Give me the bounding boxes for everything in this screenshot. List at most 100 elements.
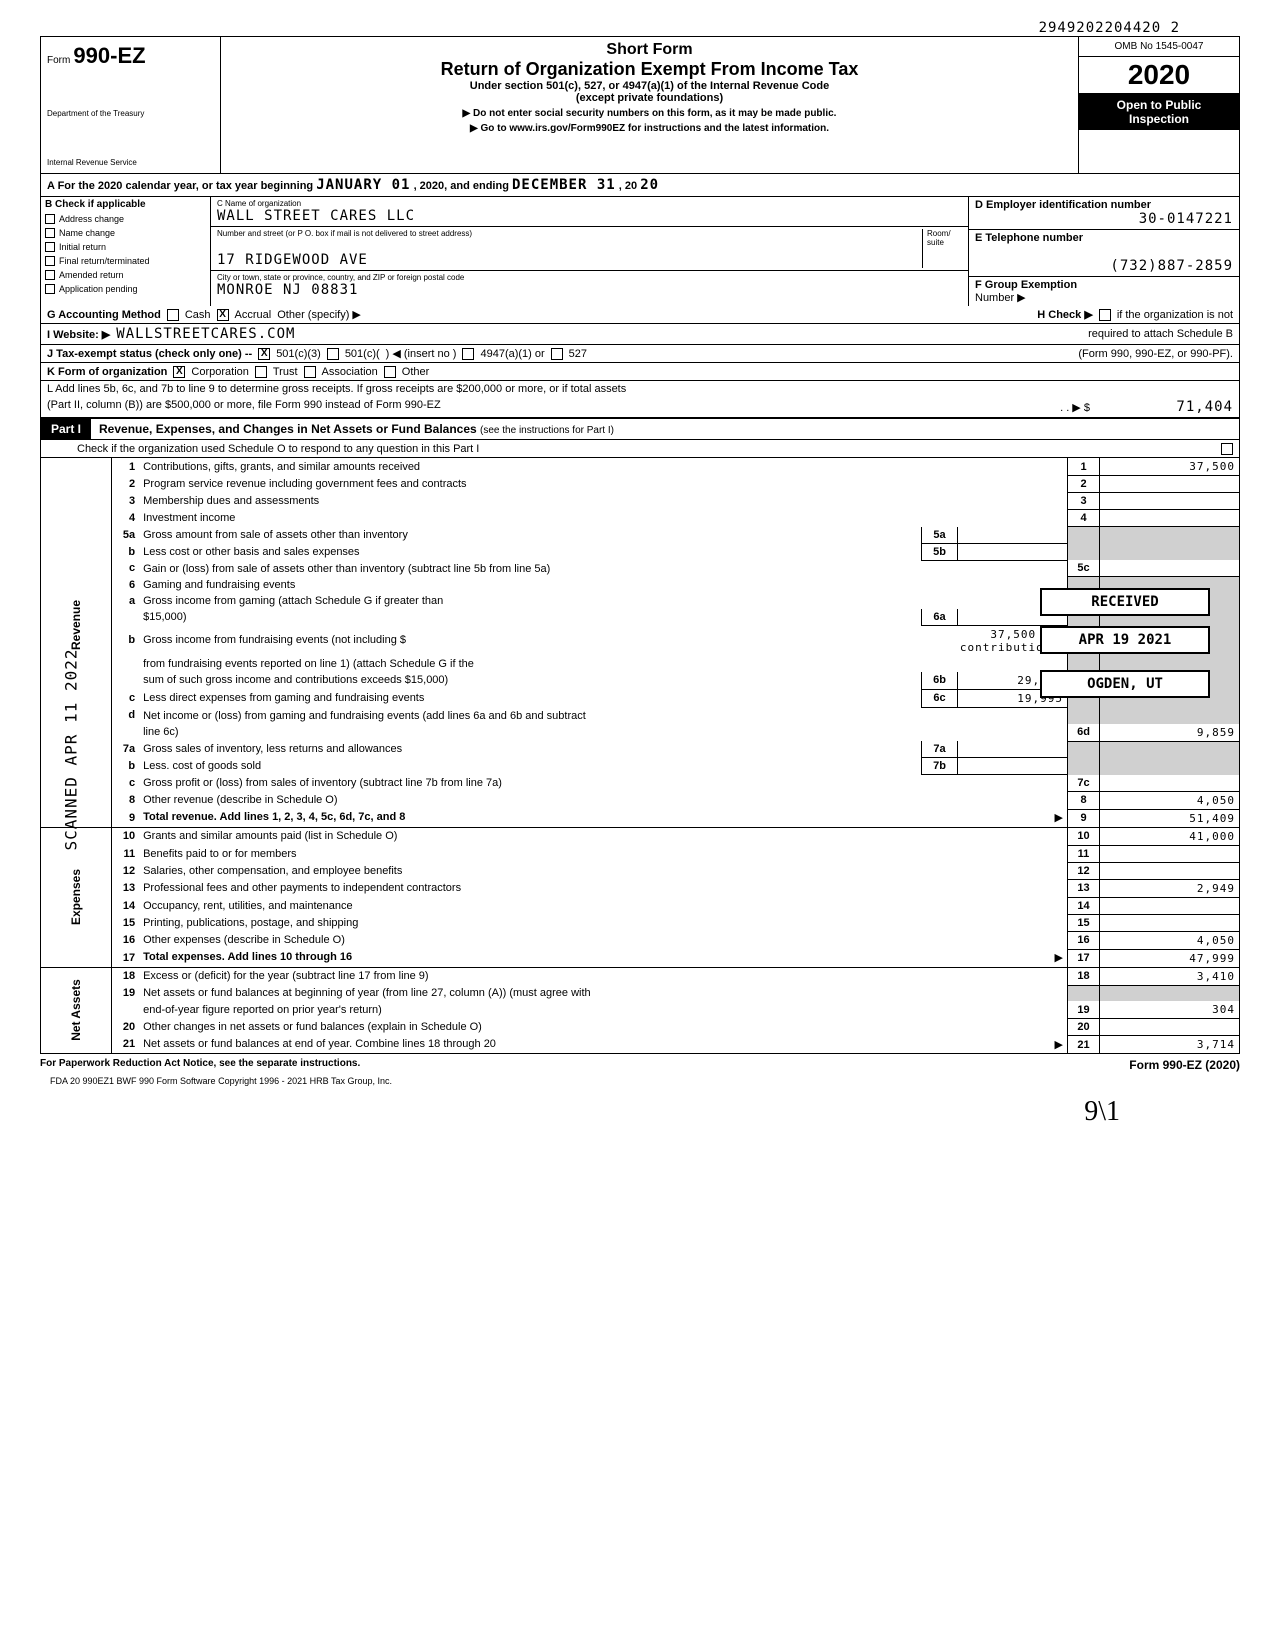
checkbox-amended[interactable] [45, 270, 55, 280]
line-desc: Other expenses (describe in Schedule O) [139, 931, 1067, 949]
checkbox-corp[interactable]: X [173, 366, 185, 378]
checkbox-h[interactable] [1099, 309, 1111, 321]
4947-label: 4947(a)(1) or [480, 348, 544, 360]
line-desc: Net income or (loss) from gaming and fun… [139, 707, 1067, 724]
cb-label: Amended return [59, 270, 124, 280]
footer-fda: FDA 20 990EZ1 BWF 990 Form Software Copy… [40, 1076, 1240, 1086]
checkbox-501c[interactable] [327, 348, 339, 360]
527-label: 527 [569, 348, 587, 360]
assoc-label: Association [322, 366, 378, 378]
line-value [1100, 560, 1240, 577]
dln: 2949202204420 2 [40, 20, 1240, 36]
tel-value: (732)887-2859 [975, 258, 1233, 274]
mid-num: 5b [922, 543, 958, 560]
subtitle: Under section 501(c), 527, or 4947(a)(1)… [229, 80, 1070, 92]
line-desc: Grants and similar amounts paid (list in… [139, 827, 1067, 845]
line-num: 19 [111, 985, 139, 1001]
line-num: 10 [111, 827, 139, 845]
line-num: b [111, 625, 139, 656]
line-desc: Professional fees and other payments to … [139, 879, 1067, 897]
line-rnum: 14 [1068, 897, 1100, 914]
mid-value [958, 758, 1068, 775]
checkbox-address[interactable] [45, 214, 55, 224]
checkbox-initial[interactable] [45, 242, 55, 252]
line-value [1100, 775, 1240, 792]
line-value [1100, 493, 1240, 510]
line-desc: $15,000) [139, 609, 921, 626]
line-num: 12 [111, 862, 139, 879]
part-1-header: Part I Revenue, Expenses, and Changes in… [40, 419, 1240, 440]
line-desc: end-of-year figure reported on prior yea… [139, 1001, 1067, 1019]
name-label: C Name of organization [217, 199, 962, 208]
line-desc: Gross sales of inventory, less returns a… [139, 741, 921, 758]
line-rnum: 16 [1068, 931, 1100, 949]
checkbox-name[interactable] [45, 228, 55, 238]
checkbox-assoc[interactable] [304, 366, 316, 378]
stamp-date: APR 19 2021 [1054, 632, 1196, 648]
dept-irs: Internal Revenue Service [47, 158, 214, 167]
line-rnum: 15 [1068, 914, 1100, 931]
line-desc: sum of such gross income and contributio… [139, 672, 921, 690]
line-value: 51,409 [1100, 809, 1240, 827]
row-j: J Tax-exempt status (check only one) -- … [40, 345, 1240, 363]
line-num: c [111, 775, 139, 792]
line-num: c [111, 560, 139, 577]
line-desc: Gross income from gaming (attach Schedul… [139, 593, 1067, 609]
mid-value [958, 543, 1068, 560]
line-value [1100, 1019, 1240, 1036]
row-i-label: I Website: ▶ [47, 328, 110, 341]
checkbox-accrual[interactable]: X [217, 309, 229, 321]
line-desc: Gross amount from sale of assets other t… [139, 527, 921, 544]
line-desc: from fundraising events reported on line… [139, 656, 1067, 672]
checkbox-trust[interactable] [255, 366, 267, 378]
line-rnum: 8 [1068, 791, 1100, 809]
checkbox-cash[interactable] [167, 309, 179, 321]
form-prefix: Form [47, 55, 70, 66]
cb-label: Name change [59, 228, 115, 238]
room-label: Room/ suite [922, 229, 962, 268]
line-num: 14 [111, 897, 139, 914]
accrual-label: Accrual [235, 309, 272, 321]
line-num: 7a [111, 741, 139, 758]
line-desc: Gross income from fundraising events (no… [143, 634, 406, 646]
checkbox-527[interactable] [551, 348, 563, 360]
checkbox-final[interactable] [45, 256, 55, 266]
checkbox-4947[interactable] [462, 348, 474, 360]
line-rnum: 13 [1068, 879, 1100, 897]
line-rnum: 3 [1068, 493, 1100, 510]
line-desc: Printing, publications, postage, and shi… [139, 914, 1067, 931]
except-note: (except private foundations) [229, 92, 1070, 104]
part-1-sub: (see the instructions for Part I) [480, 425, 614, 436]
line-desc: line 6c) [139, 724, 1067, 742]
line-num: 20 [111, 1019, 139, 1036]
checkbox-schedule-o[interactable] [1221, 443, 1233, 455]
checkbox-other[interactable] [384, 366, 396, 378]
line-num: 8 [111, 791, 139, 809]
street-label: Number and street (or P O. box if mail i… [217, 229, 922, 238]
line-num: 5a [111, 527, 139, 544]
footer: For Paperwork Reduction Act Notice, see … [40, 1054, 1240, 1076]
row-h-label: H Check ▶ [1037, 308, 1093, 321]
cb-label: Address change [59, 214, 124, 224]
arrow-icon: ▶ [1055, 811, 1063, 824]
arrow-icon: ▶ [1055, 951, 1063, 964]
line-rnum: 10 [1068, 827, 1100, 845]
street-value: 17 RIDGEWOOD AVE [217, 252, 922, 268]
checkbox-pending[interactable] [45, 284, 55, 294]
row-l-2: (Part II, column (B)) are $500,000 or mo… [40, 397, 1240, 419]
cb-label: Initial return [59, 242, 106, 252]
checkbox-501c3[interactable]: X [258, 348, 270, 360]
city-label: City or town, state or province, country… [217, 273, 962, 282]
line-rnum: 7c [1068, 775, 1100, 792]
line-num: 9 [111, 809, 139, 827]
row-j-label: J Tax-exempt status (check only one) -- [47, 348, 252, 360]
line-value: 4,050 [1100, 791, 1240, 809]
row-k: K Form of organization XCorporation Trus… [40, 363, 1240, 381]
line-value: 41,000 [1100, 827, 1240, 845]
footer-right: Form 990-EZ (2020) [1129, 1058, 1240, 1072]
line-num: 18 [111, 967, 139, 985]
tax-year: 2020 [1079, 57, 1239, 94]
mid-num: 6c [922, 689, 958, 707]
line-num: 17 [111, 949, 139, 967]
line-rnum: 11 [1068, 845, 1100, 862]
